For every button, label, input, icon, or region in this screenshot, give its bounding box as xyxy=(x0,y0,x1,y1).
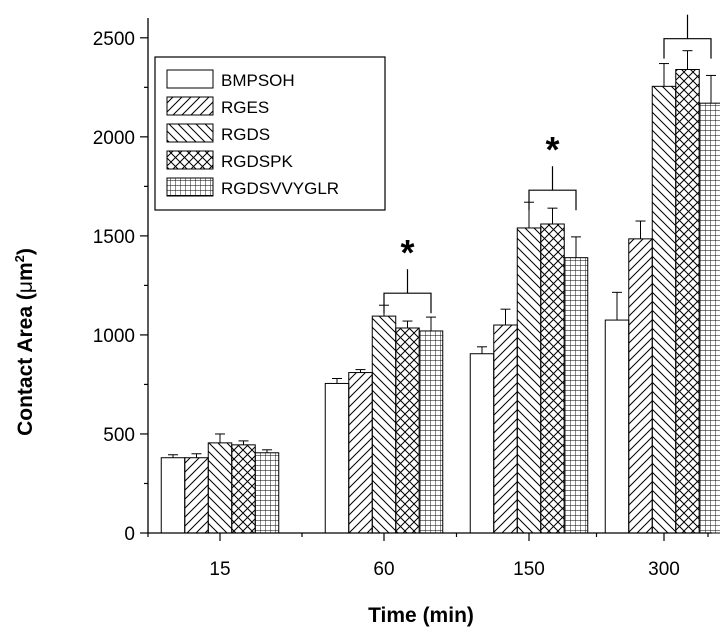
x-tick-label-150: 150 xyxy=(513,559,545,580)
bar-rgdspk-300 xyxy=(675,69,700,534)
y-tick-label-1000: 1000 xyxy=(93,326,135,347)
x-tick-label-60: 60 xyxy=(373,559,394,580)
bar-rgdsvvyglr-300 xyxy=(698,102,720,534)
legend-label-rgds: RGDS xyxy=(221,125,270,144)
significance-300-star: * xyxy=(680,0,694,19)
bar-rges-300 xyxy=(628,238,653,534)
significance-60-star: * xyxy=(400,232,414,273)
bar-rgdspk-15 xyxy=(231,444,256,534)
bar-bmpsoh-150 xyxy=(469,353,495,534)
legend-label-rgdsvvyglr: RGDSVVYGLR xyxy=(221,179,339,198)
y-tick-label-0: 0 xyxy=(124,524,135,545)
significance-60-bracket xyxy=(383,292,432,314)
bar-rgdspk-150 xyxy=(540,223,565,534)
x-tick-label-300: 300 xyxy=(648,559,680,580)
legend: BMPSOH RGES RGDS RGDSPK RGDSVVYGLR xyxy=(154,56,386,211)
y-axis-title-close: ) xyxy=(14,248,37,255)
legend-swatch-rgdsvvyglr xyxy=(166,177,214,197)
legend-swatch-rgdspk xyxy=(166,150,214,170)
bars-layer xyxy=(160,69,720,534)
y-tick-label-2000: 2000 xyxy=(93,128,135,149)
x-tick-label-15: 15 xyxy=(209,559,230,580)
y-tick-label-500: 500 xyxy=(103,425,135,446)
legend-label-rgdspk: RGDSPK xyxy=(221,152,293,171)
y-tick-label-1500: 1500 xyxy=(93,227,135,248)
axes: 0 500 1000 1500 2000 2500 15 60 150 300 xyxy=(93,18,712,580)
y-axis-title: Contact Area (μm2) xyxy=(12,248,37,436)
legend-swatch-bmpsoh xyxy=(166,69,214,89)
y-axis-title-mu: μ xyxy=(14,281,37,293)
bar-rgds-150 xyxy=(516,227,542,534)
significance-150-bracket xyxy=(528,189,577,211)
y-axis-title-m: m xyxy=(14,262,37,281)
x-axis-title: Time (min) xyxy=(368,604,474,627)
bar-rges-150 xyxy=(493,324,518,534)
legend-swatch-rgds xyxy=(166,123,214,143)
legend-swatch-rges xyxy=(166,96,214,116)
significance-300-bracket xyxy=(663,38,712,59)
bar-bmpsoh-60 xyxy=(324,382,350,534)
legend-label-bmpsoh: BMPSOH xyxy=(221,71,295,90)
significance-150-star: * xyxy=(545,129,559,170)
y-tick-label-2500: 2500 xyxy=(93,29,135,50)
bar-rgds-15 xyxy=(207,442,233,534)
error-bars-layer xyxy=(168,50,716,458)
bar-rgds-60 xyxy=(371,315,397,534)
bar-rges-15 xyxy=(184,457,209,534)
significance-annotations: * * * xyxy=(383,0,712,314)
bar-rgdsvvyglr-60 xyxy=(418,330,444,534)
y-axis-title-sup: 2 xyxy=(12,255,27,262)
legend-label-rges: RGES xyxy=(221,98,269,117)
bar-bmpsoh-15 xyxy=(160,457,186,534)
y-axis-title-main: Contact Area ( xyxy=(14,293,37,436)
bar-rgdsvvyglr-150 xyxy=(563,257,589,534)
bar-rgdsvvyglr-15 xyxy=(254,452,280,534)
bar-rges-60 xyxy=(348,372,373,534)
bar-rgdspk-60 xyxy=(395,327,420,534)
bar-rgds-300 xyxy=(651,85,677,534)
bar-bmpsoh-300 xyxy=(604,319,630,534)
